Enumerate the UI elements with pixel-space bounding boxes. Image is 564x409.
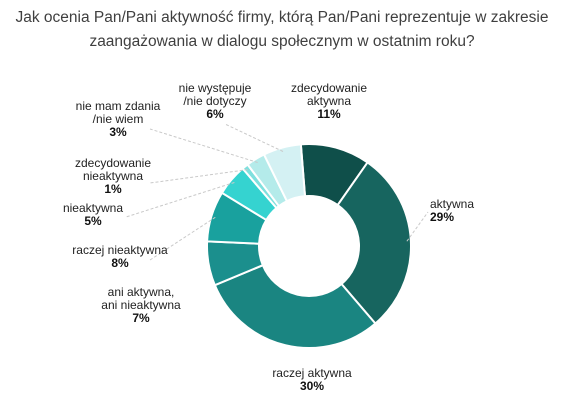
data-label-value: 29% bbox=[430, 210, 454, 224]
data-label-category: nie występuje bbox=[179, 81, 252, 95]
data-label-category: nieaktywna bbox=[63, 201, 123, 215]
leader-line-nieaktywna bbox=[125, 181, 235, 218]
leader-lines bbox=[125, 123, 429, 261]
leader-line-nie-mam-zdania-nie-wiem bbox=[149, 128, 258, 163]
data-labels: zdecydowanie aktywna 11%aktywna 29%raczej a… bbox=[63, 81, 474, 393]
data-label-category: raczej nieaktywna bbox=[72, 243, 168, 257]
data-label-zdecydowanie-aktywna: zdecydowanie aktywna 11% bbox=[291, 81, 367, 121]
leader-line-raczej-nieaktywna bbox=[149, 216, 216, 261]
data-label-category: ani nieaktywna bbox=[101, 298, 181, 312]
data-label-nie-występuje-nie-dotyczy: nie występuje/nie dotyczy 6% bbox=[179, 81, 252, 121]
leader-line-nie-występuje-nie-dotyczy bbox=[224, 123, 284, 152]
slice-aktywna bbox=[336, 161, 412, 325]
leader-line-aktywna bbox=[406, 211, 429, 242]
data-label-category: aktywna bbox=[430, 197, 474, 211]
data-label-nie-mam-zdania-nie-wiem: nie mam zdania/nie wiem 3% bbox=[76, 99, 161, 139]
data-label-value: 11% bbox=[317, 107, 341, 121]
data-label-category: zdecydowanie bbox=[291, 81, 367, 95]
data-label-category: raczej aktywna bbox=[272, 366, 352, 380]
slice-nie-występuje-nie-dotyczy bbox=[262, 143, 307, 203]
donut-slices bbox=[206, 143, 412, 349]
data-label-value: 1% bbox=[104, 182, 122, 196]
data-label-value: 7% bbox=[132, 311, 150, 325]
data-label-category: /nie wiem bbox=[93, 112, 144, 126]
data-label-nieaktywna: nieaktywna 5% bbox=[63, 201, 123, 228]
data-label-ani-aktywna-ani-nieaktywna: ani aktywna, ani nieaktywna 7% bbox=[101, 285, 181, 325]
chart-title: Jak ocenia Pan/Pani aktywność firmy, któ… bbox=[15, 9, 549, 50]
leader-line-zdecydowanie-nieaktywna bbox=[149, 169, 248, 184]
data-label-zdecydowanie-nieaktywna: zdecydowanie nieaktywna 1% bbox=[75, 156, 151, 196]
data-label-raczej-aktywna: raczej aktywna 30% bbox=[272, 366, 352, 393]
data-label-category: nie mam zdania bbox=[76, 99, 161, 113]
data-label-aktywna: aktywna 29% bbox=[430, 197, 474, 224]
data-label-category: nieaktywna bbox=[83, 169, 143, 183]
data-label-category: aktywna bbox=[307, 94, 351, 108]
data-label-value: 6% bbox=[206, 107, 224, 121]
slice-raczej-aktywna bbox=[213, 263, 377, 349]
data-label-raczej-nieaktywna: raczej nieaktywna 8% bbox=[72, 243, 168, 270]
data-label-value: 30% bbox=[300, 379, 324, 393]
data-label-value: 8% bbox=[111, 256, 129, 270]
data-label-value: 3% bbox=[109, 125, 127, 139]
data-label-category: /nie dotyczy bbox=[183, 94, 246, 108]
data-label-value: 5% bbox=[84, 214, 102, 228]
data-label-category: ani aktywna, bbox=[108, 285, 175, 299]
data-label-category: zdecydowanie bbox=[75, 156, 151, 170]
